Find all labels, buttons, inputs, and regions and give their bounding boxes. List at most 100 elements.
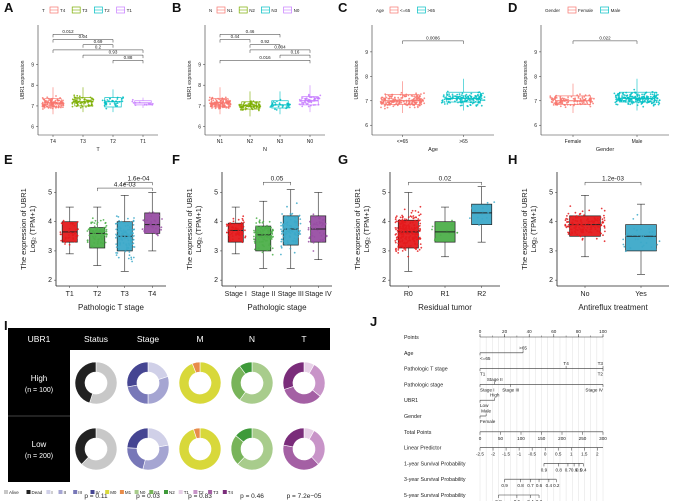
data-point <box>294 231 296 234</box>
data-point <box>598 230 601 233</box>
x-axis-title: Residual tumor <box>418 303 472 312</box>
data-point <box>473 96 476 99</box>
data-point <box>60 222 63 225</box>
data-point <box>308 99 311 102</box>
data-point <box>592 225 595 228</box>
legend-label: I <box>51 490 52 495</box>
data-point <box>567 96 569 98</box>
x-axis-title: Pathologic stage <box>247 303 307 312</box>
data-point <box>294 239 297 242</box>
data-point <box>305 97 308 99</box>
data-point <box>493 201 496 204</box>
data-point <box>214 98 217 100</box>
data-point <box>451 229 453 232</box>
data-point <box>286 221 289 224</box>
data-point <box>296 234 298 237</box>
tick-label: 0.9 <box>501 483 508 488</box>
data-point <box>415 97 418 100</box>
data-point <box>240 224 243 227</box>
data-point <box>148 222 151 225</box>
y-tick-label: 6 <box>198 125 201 131</box>
data-point <box>324 224 326 226</box>
data-point <box>392 105 395 108</box>
data-point <box>239 105 242 108</box>
data-point <box>399 93 402 96</box>
data-point <box>158 214 161 217</box>
data-point <box>592 102 594 105</box>
p-value: p = 0.03 <box>136 493 160 500</box>
data-point <box>387 103 390 106</box>
donut-slice <box>239 361 274 405</box>
data-point <box>116 98 119 100</box>
data-point <box>465 93 468 96</box>
data-point <box>635 92 637 95</box>
legend-label: T1 <box>184 490 190 495</box>
data-point <box>261 236 264 239</box>
data-point <box>127 239 130 242</box>
data-point <box>130 258 133 261</box>
donut-slice <box>283 427 305 448</box>
bracket-line <box>408 181 482 186</box>
box-R2 <box>469 186 496 243</box>
data-point <box>470 101 473 103</box>
data-point <box>285 222 287 225</box>
box-Stage IV <box>307 192 328 260</box>
data-point <box>261 233 263 236</box>
data-point <box>262 220 265 223</box>
data-point <box>291 212 294 215</box>
p-value-label: 0.69 <box>94 39 103 44</box>
box-No <box>564 195 606 258</box>
data-point <box>249 104 251 106</box>
data-point <box>76 102 79 105</box>
significance-bracket: 0.69 <box>82 39 114 48</box>
data-point <box>405 95 408 98</box>
data-point <box>574 231 577 234</box>
significance-bracket: 1.6e-04 <box>124 176 153 186</box>
legend-label: N2 <box>169 490 175 495</box>
data-point <box>101 238 103 241</box>
data-point <box>586 102 589 105</box>
data-point <box>88 105 91 107</box>
data-point <box>75 99 78 102</box>
data-point <box>599 224 602 227</box>
significance-bracket: 0.88 <box>112 55 144 64</box>
data-point <box>116 96 119 99</box>
data-point <box>590 97 593 100</box>
data-point <box>392 99 395 101</box>
legend-swatch <box>193 490 198 494</box>
data-point <box>51 103 53 106</box>
data-point <box>269 234 272 237</box>
data-point <box>160 226 163 229</box>
data-point <box>286 224 289 227</box>
x-tick-label: Stage II <box>251 291 275 298</box>
data-point <box>600 207 603 210</box>
data-point <box>407 216 410 219</box>
data-point <box>470 92 473 95</box>
data-point <box>72 237 74 239</box>
row-label: Low <box>32 440 47 449</box>
data-point <box>569 225 572 227</box>
data-point <box>408 226 411 229</box>
data-point <box>613 92 616 95</box>
bracket-line <box>279 54 311 59</box>
data-point <box>132 238 135 241</box>
data-point <box>409 244 412 247</box>
data-point <box>653 103 655 106</box>
data-point <box>257 247 260 250</box>
data-point <box>319 232 321 234</box>
data-point <box>603 214 605 217</box>
data-point <box>615 97 618 99</box>
data-point <box>132 242 135 245</box>
tick-label: 0.5 <box>576 467 583 472</box>
data-point <box>52 101 55 103</box>
data-point <box>102 242 104 245</box>
data-point <box>621 95 623 97</box>
data-point <box>124 230 127 233</box>
data-point <box>564 223 567 226</box>
data-point <box>227 103 230 106</box>
data-point <box>271 247 274 250</box>
data-point <box>393 104 396 106</box>
data-point <box>630 92 633 95</box>
